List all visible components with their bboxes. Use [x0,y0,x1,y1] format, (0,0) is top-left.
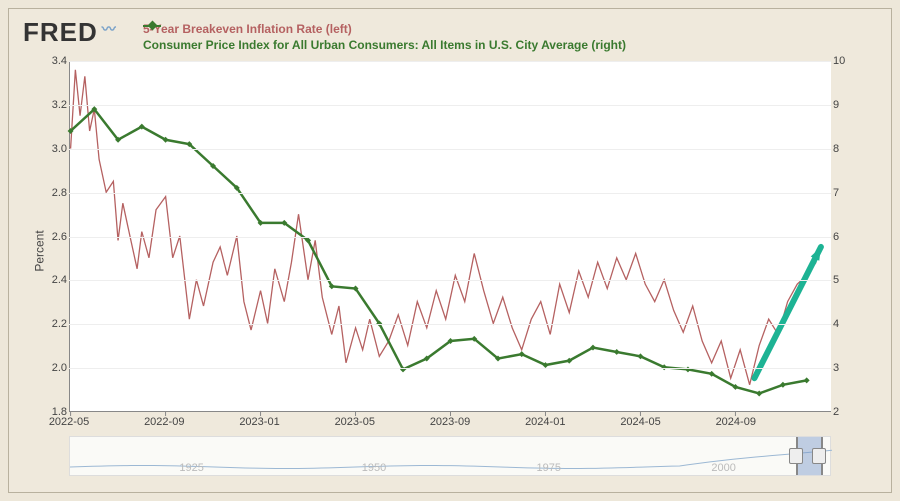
x-tick: 2023-01 [239,416,279,428]
fred-logo: FRED〰 [23,17,117,47]
x-tick: 2023-05 [335,416,375,428]
legend-marker-icon [143,21,626,53]
y-right-tick: 10 [833,55,851,67]
y-left-tick: 2.4 [43,274,67,286]
y-left-tick: 3.2 [43,99,67,111]
y-right-tick: 6 [833,231,851,243]
series-breakeven [71,70,817,385]
y-right-tick: 9 [833,99,851,111]
cpi-marker-icon [614,349,620,355]
y-left-tick: 2.6 [43,231,67,243]
chart-frame: FRED〰 5-Year Breakeven Inflation Rate (l… [8,8,892,493]
x-tick: 2024-09 [716,416,756,428]
y-left-tick: 2.8 [43,187,67,199]
y-left-tick: 2.0 [43,362,67,374]
x-tick: 2024-05 [620,416,660,428]
header: FRED〰 5-Year Breakeven Inflation Rate (l… [23,17,877,59]
cpi-marker-icon [804,377,810,383]
time-navigator[interactable]: 1925 1950 1975 2000 [69,436,831,476]
x-tick: 2022-09 [144,416,184,428]
y-right-tick: 7 [833,187,851,199]
navigator-year-label: 1975 [537,462,561,474]
y-right-tick: 2 [833,406,851,418]
annotation-arrow [754,247,820,378]
y-left-tick: 3.4 [43,55,67,67]
navigator-year-label: 1925 [179,462,203,474]
y-right-tick: 8 [833,143,851,155]
legend-item-series2[interactable]: Consumer Price Index for All Urban Consu… [143,37,626,53]
navigator-handle-left[interactable] [789,448,803,464]
x-tick: 2024-01 [525,416,565,428]
legend: 5-Year Breakeven Inflation Rate (left) C… [143,21,626,53]
y-right-tick: 4 [833,318,851,330]
y-left-tick: 2.2 [43,318,67,330]
fred-swoosh-icon: 〰 [102,19,117,39]
navigator-year-label: 2000 [711,462,735,474]
navigator-year-label: 1950 [362,462,386,474]
x-tick: 2023-09 [430,416,470,428]
y-right-tick: 3 [833,362,851,374]
y-right-tick: 5 [833,274,851,286]
y-left-tick: 3.0 [43,143,67,155]
navigator-handle-right[interactable] [812,448,826,464]
fred-logo-text: FRED [23,17,98,47]
x-tick: 2022-05 [49,416,89,428]
